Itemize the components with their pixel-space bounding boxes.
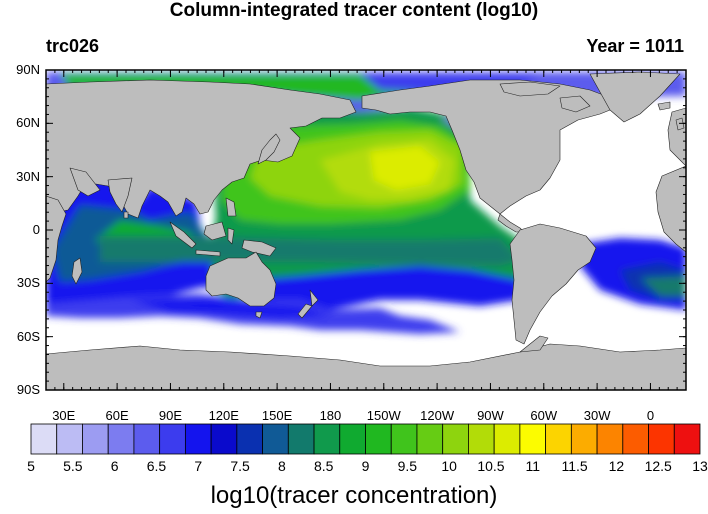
colorbar-tick-label: 9 (361, 458, 370, 474)
colorbar-tick-label: 6.5 (146, 458, 167, 474)
colorbar-swatch (56, 423, 83, 455)
year-label: Year = 1011 (586, 36, 684, 56)
lon-tick-label: 60W (530, 408, 558, 423)
colorbar-swatch (468, 423, 495, 455)
lon-tick-label: 90W (477, 408, 504, 423)
map-title: Column-integrated tracer content (log10) (169, 0, 539, 21)
lon-tick-label: 150W (366, 408, 401, 423)
land-arctic-islands (499, 81, 561, 97)
tracer-field (46, 72, 686, 334)
lat-tick-label: 30S (16, 275, 40, 291)
lat-tick-label: 60S (16, 328, 40, 344)
lon-tick-label: 30W (583, 408, 611, 423)
colorbar-swatch (159, 423, 186, 455)
colorbar-tick-label: 10 (441, 458, 457, 474)
land-uk (675, 117, 685, 131)
colorbar-swatch (287, 423, 315, 455)
land-tasmania (255, 311, 263, 319)
map-plot-area (46, 70, 686, 390)
colorbar-swatch (519, 423, 547, 455)
colorbar (30, 423, 701, 455)
colorbar-swatch (210, 423, 238, 455)
land-west-africa (655, 165, 686, 253)
tracer-name: trc026 (46, 36, 100, 56)
land-australia (205, 251, 277, 307)
lon-tick-label: 180 (319, 408, 342, 423)
lon-tick-label: 150E (261, 408, 293, 423)
lat-tick-label: 30N (16, 168, 40, 184)
lon-tick-label: 30E (52, 408, 76, 423)
land-iceland (657, 101, 671, 111)
colorbar-tick-label: 11.5 (561, 458, 588, 474)
colorbar-swatch (365, 423, 392, 455)
land-philippines (225, 197, 237, 217)
colorbar-tick-label: 5 (27, 458, 35, 474)
land-newzealand-south (297, 303, 313, 319)
land-madagascar (71, 257, 83, 285)
colorbar-swatch (622, 423, 649, 455)
colorbar-tick-label: 11 (525, 458, 541, 474)
land-sumatra (169, 221, 197, 249)
colorbar-swatch (184, 423, 212, 455)
lat-tick-label: 90S (16, 382, 40, 397)
colorbar-tick-label: 12.5 (644, 458, 672, 474)
lon-tick-label: 60E (105, 408, 129, 423)
colorbar-swatch (493, 423, 521, 455)
land-south-america (509, 223, 597, 345)
colorbar-swatch (262, 423, 289, 455)
colorbar-tick-label: 6 (110, 458, 119, 474)
land-newguinea (241, 239, 277, 257)
colorbar-swatch (442, 423, 469, 455)
colorbar-tick-label: 12 (608, 458, 625, 474)
lon-tick-label: 0 (646, 408, 655, 423)
colorbar-tick-label: 13 (692, 458, 708, 474)
lon-tick-label: 90E (158, 408, 182, 423)
land-north-america (361, 79, 611, 215)
colorbar-tick-label: 5.5 (63, 458, 83, 474)
colorbar-tick-label: 9.5 (397, 458, 418, 474)
land-sulawesi (227, 227, 235, 245)
land-arabia (69, 167, 101, 197)
land-india (107, 177, 133, 213)
colorbar-swatch (236, 423, 263, 455)
land-antarctica (46, 343, 686, 390)
colorbar-tick-label: 8 (277, 458, 286, 474)
land-africa (46, 195, 67, 283)
lon-tick-label: 120E (208, 408, 239, 423)
lat-tick-label: 90N (16, 62, 40, 77)
lat-tick-label: 0 (32, 222, 40, 237)
colorbar-swatch (313, 423, 341, 455)
land-baffin (559, 95, 591, 113)
colorbar-title: log10(tracer concentration) (210, 482, 498, 509)
land-greenland (589, 71, 681, 123)
colorbar-tick-label: 8.5 (313, 458, 334, 474)
colorbar-swatch (390, 423, 418, 455)
colorbar-tick-label: 7.5 (230, 458, 250, 474)
colorbar-swatch (596, 423, 624, 455)
colorbar-swatch (648, 423, 675, 455)
lon-tick-label: 120W (420, 408, 455, 423)
colorbar-swatch (673, 423, 701, 455)
colorbar-swatch (107, 423, 135, 455)
lat-tick-label: 60N (16, 115, 40, 131)
colorbar-swatch (82, 423, 109, 455)
land-borneo (203, 221, 227, 241)
colorbar-swatch (570, 423, 598, 455)
land-masses (46, 71, 686, 390)
colorbar-swatch (133, 423, 161, 455)
land-antarctic-peninsula (519, 335, 549, 353)
axis-ticks (46, 69, 686, 391)
land-japan (257, 133, 281, 165)
colorbar-tick-label: 10.5 (477, 458, 505, 474)
colorbar-swatch (339, 423, 366, 455)
land-srilanka (123, 211, 129, 219)
colorbar-swatch (545, 423, 572, 455)
land-newzealand (309, 289, 319, 307)
land-java (195, 249, 221, 257)
colorbar-swatch (416, 423, 444, 455)
colorbar-tick-label: 7 (194, 458, 203, 474)
colorbar-swatch (30, 423, 58, 455)
